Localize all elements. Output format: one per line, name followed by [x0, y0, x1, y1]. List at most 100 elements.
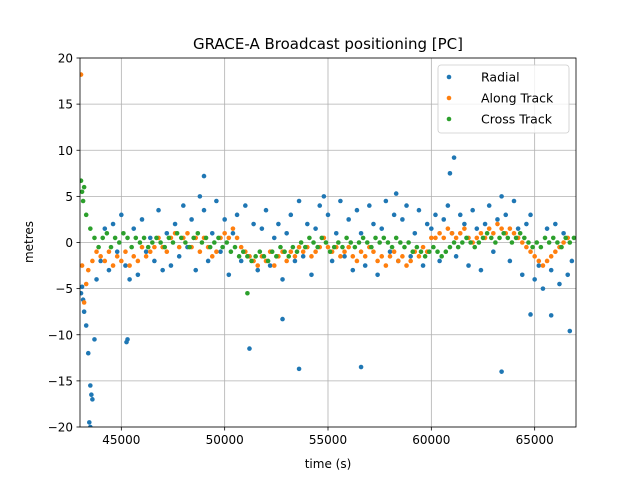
data-point	[150, 240, 155, 245]
data-point	[176, 254, 182, 259]
data-point	[286, 254, 292, 259]
data-point	[296, 198, 302, 204]
data-point	[406, 240, 411, 245]
legend-label: Radial	[481, 70, 520, 85]
data-point	[513, 235, 519, 241]
legend-box	[437, 64, 570, 134]
data-point	[457, 212, 463, 218]
data-point	[389, 244, 395, 250]
data-point	[480, 235, 486, 241]
data-point	[501, 230, 506, 236]
data-point	[292, 258, 298, 264]
data-point	[499, 226, 504, 231]
data-point	[313, 249, 318, 255]
data-point	[491, 230, 496, 236]
data-point	[553, 249, 558, 255]
x-tick-label: 60000	[412, 433, 450, 447]
data-point	[102, 258, 108, 264]
data-point	[346, 244, 351, 250]
data-point	[88, 424, 93, 427]
data-point	[121, 230, 126, 236]
data-point	[346, 217, 351, 222]
data-point	[158, 240, 163, 245]
data-point	[422, 254, 428, 259]
data-point	[276, 221, 281, 227]
data-point	[393, 191, 399, 196]
legend-label: Cross Track	[481, 112, 553, 127]
data-point	[455, 244, 461, 250]
data-point	[540, 263, 546, 268]
data-point	[114, 249, 120, 255]
data-point	[443, 249, 449, 255]
data-point	[474, 226, 480, 231]
data-point	[222, 217, 227, 222]
data-point	[493, 240, 498, 245]
data-point	[271, 263, 277, 268]
data-point	[557, 281, 562, 287]
data-point	[298, 240, 304, 245]
data-point	[550, 235, 556, 241]
legend: Radial Along Track Cross Track	[437, 64, 570, 134]
data-point	[85, 350, 91, 356]
data-point	[294, 249, 300, 255]
data-point	[466, 263, 471, 268]
data-point	[80, 178, 84, 183]
data-point	[499, 369, 504, 374]
data-point	[495, 221, 500, 227]
series-radial	[80, 155, 575, 427]
data-point	[426, 249, 432, 255]
data-point	[119, 212, 124, 218]
data-point	[323, 240, 329, 245]
data-point	[259, 226, 265, 231]
data-point	[360, 235, 366, 241]
data-point	[209, 254, 215, 259]
data-point	[540, 286, 546, 291]
data-point	[108, 244, 114, 250]
data-point	[429, 226, 434, 231]
data-point	[309, 254, 314, 259]
data-point	[139, 217, 145, 222]
data-point	[391, 249, 397, 255]
data-point	[478, 230, 484, 236]
y-tick-label: 0	[65, 236, 73, 250]
data-point	[104, 230, 110, 236]
data-point	[195, 230, 201, 236]
data-point	[522, 235, 527, 241]
data-point	[528, 212, 533, 218]
data-point	[362, 263, 368, 268]
data-point	[331, 244, 337, 250]
data-point	[333, 230, 339, 236]
data-point	[350, 254, 356, 259]
data-point	[391, 212, 397, 218]
data-point	[288, 212, 294, 218]
data-point	[385, 240, 391, 245]
data-point	[238, 258, 244, 264]
data-point	[433, 212, 438, 218]
data-point	[83, 323, 89, 328]
data-point	[160, 267, 165, 273]
data-point	[532, 277, 537, 282]
data-point	[240, 249, 246, 255]
data-point	[255, 267, 261, 273]
data-point	[290, 244, 296, 250]
data-point	[338, 198, 343, 204]
data-point	[358, 364, 364, 370]
data-point	[315, 244, 320, 250]
data-point	[530, 244, 535, 250]
data-point	[367, 203, 372, 208]
data-point	[495, 217, 500, 222]
data-point	[80, 72, 84, 77]
data-point	[505, 235, 511, 241]
data-point	[123, 249, 128, 255]
data-point	[228, 249, 234, 255]
data-point	[567, 328, 573, 334]
data-point	[476, 240, 482, 245]
data-point	[416, 254, 422, 259]
data-point	[404, 203, 409, 208]
data-point	[519, 272, 525, 278]
data-point	[174, 230, 180, 236]
data-point	[342, 249, 347, 255]
legend-marker	[446, 116, 452, 122]
data-point	[203, 235, 209, 241]
data-point	[222, 230, 227, 236]
